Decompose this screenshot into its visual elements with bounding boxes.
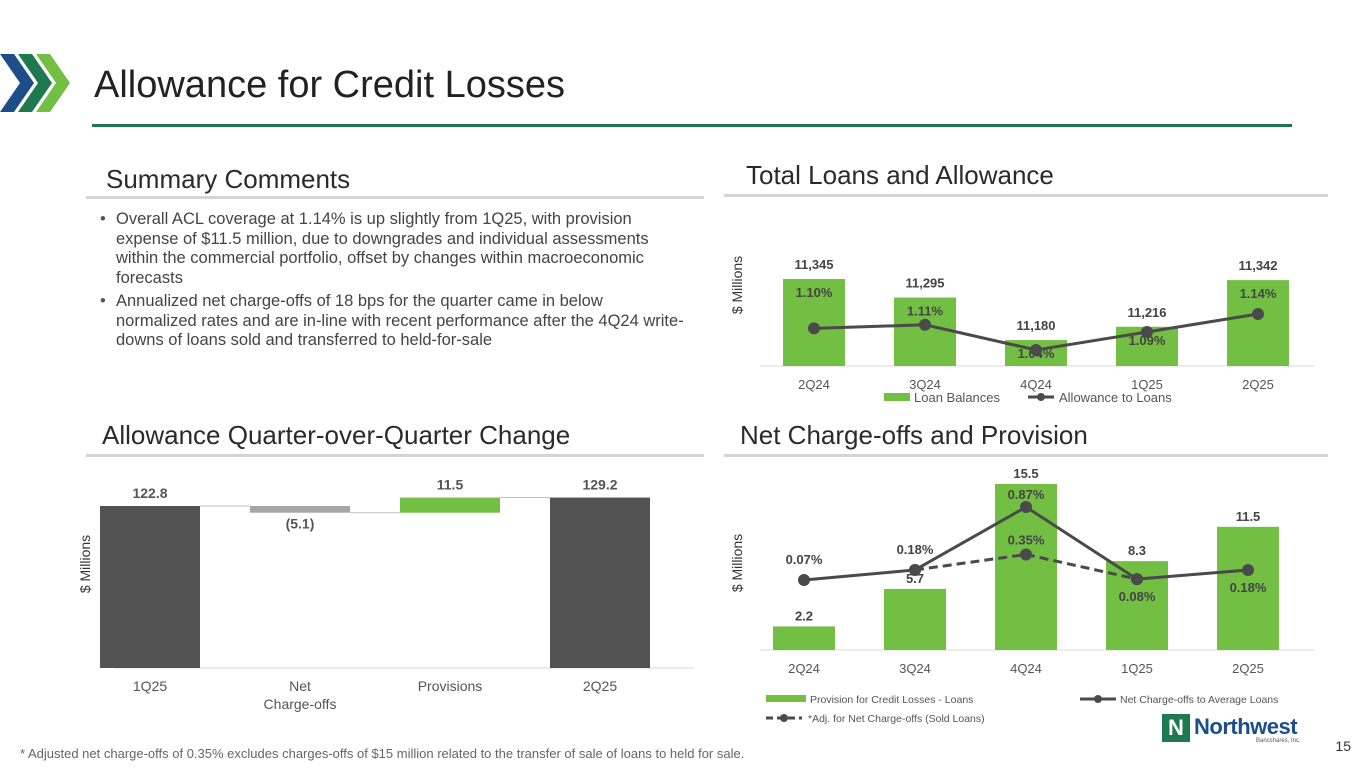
legend-marker-nco — [1094, 695, 1102, 703]
allowance-point — [919, 318, 931, 331]
chevron-darkgreen-icon — [18, 54, 52, 112]
allowance-label: 1.10% — [796, 285, 833, 300]
waterfall-bar-end — [550, 497, 650, 668]
chevron-logo-icon — [0, 54, 70, 112]
nco-point — [798, 574, 810, 586]
allowance-divider — [86, 454, 704, 457]
x-tick-label: 2Q25 — [1242, 377, 1274, 392]
waterfall-chart: $ Millions 122.8 (5.1) 11.5 129.2 1Q25 Net Char… — [77, 477, 694, 712]
nco-label: 0.18% — [1230, 580, 1267, 595]
nco-label: 0.07% — [786, 552, 823, 567]
summary-bullet: Overall ACL coverage at 1.14% is up slig… — [100, 210, 684, 288]
summary-title: Summary Comments — [106, 164, 351, 194]
nco-divider — [724, 454, 1328, 457]
legend-label-nco: Net Charge-offs to Average Loans — [1120, 694, 1278, 706]
footnote: * Adjusted net charge-offs of 0.35% excl… — [20, 746, 745, 761]
page-number: 15 — [1335, 738, 1351, 754]
nco-label: 0.18% — [897, 542, 934, 557]
waterfall-value-label: 129.2 — [582, 477, 617, 493]
provision-bar — [773, 626, 835, 650]
waterfall-value-label: 11.5 — [437, 477, 464, 493]
loan-bar — [1227, 280, 1289, 366]
x-tick-label: Provisions — [418, 678, 483, 694]
nco-point — [1131, 573, 1143, 586]
y-axis-label: $ Millions — [729, 534, 745, 592]
northwest-logo: N Northwest Bancshares, Inc. — [1162, 714, 1301, 746]
nco-label: 0.87% — [1008, 487, 1045, 502]
nco-title: Net Charge-offs and Provision — [740, 420, 1088, 450]
summary-divider — [86, 196, 704, 199]
x-tick-label: 3Q24 — [899, 661, 931, 676]
nco-point — [1020, 501, 1032, 513]
loan-bar-label: 11,295 — [905, 276, 944, 291]
loans-chart: $ Millions 11,345 2Q24 1.10% 11,295 3Q24 1.11%… — [729, 256, 1314, 405]
legend-label-provision: Provision for Credit Losses - Loans — [810, 694, 973, 706]
x-tick-label: 4Q24 — [1010, 661, 1042, 676]
legend-swatch-provision — [766, 695, 806, 702]
legend-label-adjusted: *Adj. for Net Charge-offs (Sold Loans) — [808, 713, 985, 725]
northwest-logo-text: Northwest — [1194, 714, 1298, 739]
x-tick-label: 2Q25 — [583, 678, 617, 694]
provision-bar-label: 8.3 — [1128, 543, 1146, 558]
loans-title: Total Loans and Allowance — [746, 160, 1054, 190]
legend-swatch-loans — [884, 393, 910, 401]
legend-marker-allowance — [1037, 393, 1045, 401]
adjusted-nco-label: 0.35% — [1008, 532, 1045, 547]
waterfall-bar-start — [100, 506, 200, 668]
x-tick-label: 1Q25 — [1131, 377, 1163, 392]
allowance-point — [1141, 326, 1153, 338]
legend-marker-adjusted — [780, 714, 788, 722]
x-tick-label: 2Q24 — [788, 661, 820, 676]
loan-bar-label: 11,345 — [794, 257, 833, 272]
allowance-label: 1.11% — [907, 304, 944, 319]
loan-bar — [894, 297, 956, 366]
loans-divider — [724, 194, 1328, 197]
northwest-logo-subtext: Bancshares, Inc. — [1256, 738, 1301, 744]
y-axis-label: $ Millions — [77, 535, 93, 593]
chevron-green-icon — [36, 54, 70, 112]
x-tick-label: 3Q24 — [909, 377, 941, 392]
legend-label-allowance: Allowance to Loans — [1059, 390, 1172, 405]
page-title: Allowance for Credit Losses — [94, 64, 565, 106]
nco-label: 0.08% — [1119, 589, 1156, 604]
y-axis-label: $ Millions — [729, 256, 745, 314]
provision-bar-label: 15.5 — [1013, 466, 1038, 481]
allowance-point — [1252, 308, 1264, 320]
provision-bar — [884, 588, 946, 650]
loan-bar-label: 11,180 — [1016, 318, 1055, 333]
summary-list: Overall ACL coverage at 1.14% is up slig… — [100, 210, 684, 355]
x-tick-label: Net Charge-offs — [264, 678, 337, 712]
allowance-label: 1.09% — [1129, 333, 1166, 348]
summary-bullet: Annualized net charge-offs of 18 bps for… — [100, 292, 684, 351]
loan-bar-label: 11,342 — [1238, 258, 1277, 273]
waterfall-bar-provisions — [400, 497, 500, 513]
allowance-title: Allowance Quarter-over-Quarter Change — [102, 420, 571, 450]
nco-chart: $ Millions 2.2 2Q24 5.7 3Q24 15.5 4Q24 8.3 1Q25 1… — [729, 466, 1314, 725]
northwest-logo-mark-icon: N — [1162, 714, 1190, 742]
legend-label-loans: Loan Balances — [914, 390, 1001, 405]
provision-bar — [1217, 526, 1279, 650]
provision-bar-label: 11.5 — [1236, 509, 1261, 524]
waterfall-value-label: (5.1) — [286, 516, 315, 532]
nco-point — [1242, 563, 1254, 576]
x-tick-label: 2Q25 — [1232, 661, 1264, 676]
x-tick-label: 4Q24 — [1020, 377, 1052, 392]
provision-bar-label: 5.7 — [906, 571, 924, 586]
provision-bar-label: 2.2 — [795, 608, 813, 623]
nco-point — [909, 563, 921, 576]
allowance-point — [808, 322, 820, 335]
allowance-point — [1030, 344, 1042, 356]
title-divider — [92, 124, 1292, 127]
chevron-blue-icon — [0, 54, 34, 112]
x-tick-label: 1Q25 — [1121, 661, 1153, 676]
waterfall-value-label: 122.8 — [132, 485, 167, 501]
adjusted-nco-point — [1020, 548, 1032, 561]
x-tick-label: 1Q25 — [133, 678, 167, 694]
waterfall-bar-nco — [250, 506, 350, 513]
loan-bar-label: 11,216 — [1127, 305, 1166, 320]
allowance-label: 1.14% — [1240, 286, 1277, 301]
x-tick-label: 2Q24 — [798, 377, 830, 392]
